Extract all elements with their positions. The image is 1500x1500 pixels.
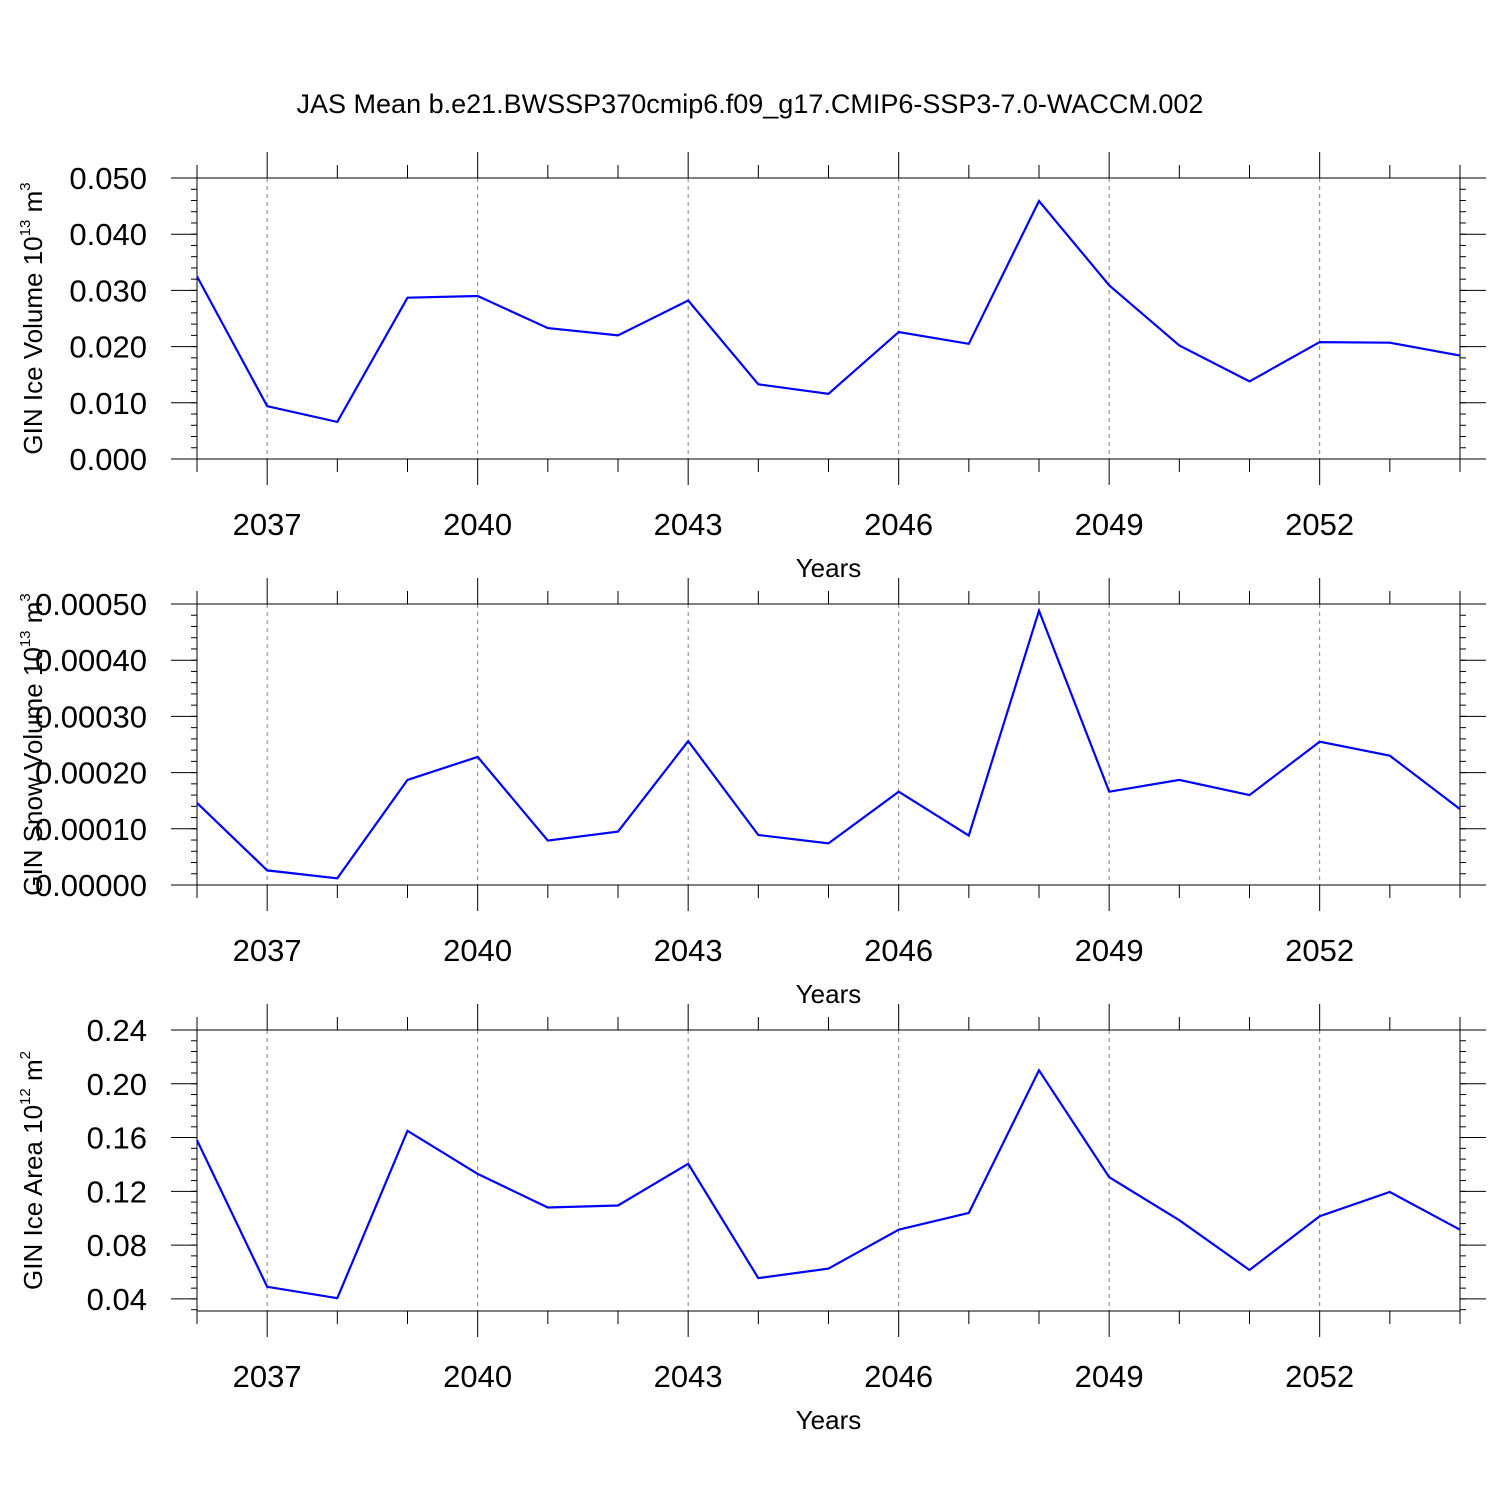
- panel-snow-volume: 0.00000 0.00010 0.00020 0.00030 0.00040 0.000…: [17, 578, 1486, 1009]
- y-tick-label: 0.020: [69, 330, 147, 365]
- y-tick-label: 0.040: [69, 217, 147, 252]
- y-axis-label-text: GIN Snow Volume 10: [18, 647, 48, 896]
- y-axis-label-exponent: 13: [17, 630, 34, 647]
- panel-ice-volume: 0.000 0.010 0.020 0.030 0.040 0.050 2037 2040 20…: [17, 152, 1486, 583]
- y-tick-label: 0.08: [87, 1228, 147, 1263]
- y-tick-label: 0.00050: [35, 587, 147, 622]
- series-line: [196, 607, 1461, 880]
- x-axis-label: Years: [796, 979, 862, 1009]
- x-tick-label: 2046: [864, 507, 933, 542]
- x-tick-label: 2043: [654, 1359, 723, 1394]
- x-axis-label: Years: [796, 1405, 862, 1435]
- x-tick-label: 2040: [443, 1359, 512, 1394]
- y-axis-label-text: GIN Ice Area 10: [18, 1105, 48, 1290]
- y-tick-label: 0.16: [87, 1121, 147, 1156]
- y-axis-label-exponent: 2: [17, 1051, 34, 1059]
- y-tick-label: 0.12: [87, 1174, 147, 1209]
- y-tick-label: 0.010: [69, 386, 147, 421]
- y-tick-label: 0.030: [69, 273, 147, 308]
- x-tick-label: 2043: [654, 507, 723, 542]
- y-axis-label: GIN Ice Area 1012 m2: [17, 1051, 48, 1290]
- y-axis-label-exponent: 13: [17, 220, 34, 237]
- y-axis-label-text: m: [18, 191, 48, 220]
- x-tick-label: 2037: [233, 507, 302, 542]
- x-tick-label: 2052: [1285, 1359, 1354, 1394]
- y-axis-label-text: m: [18, 1059, 48, 1088]
- y-tick-label: 0.00030: [35, 699, 147, 734]
- y-axis-label: GIN Snow Volume 1013 m3: [17, 593, 48, 896]
- x-tick-label: 2049: [1075, 507, 1144, 542]
- series-line: [196, 1068, 1461, 1300]
- x-axis-label: Years: [796, 553, 862, 583]
- panel-ice-area: 0.04 0.08 0.12 0.16 0.20 0.24 2037 2040 2043 2046…: [17, 1004, 1486, 1435]
- y-tick-label: 0.00020: [35, 756, 147, 791]
- y-tick-label: 0.000: [69, 442, 147, 477]
- x-tick-label: 2049: [1075, 933, 1144, 968]
- y-axis-label-exponent: 3: [17, 182, 34, 190]
- plot-frame: [196, 177, 1461, 460]
- y-tick-label: 0.20: [87, 1067, 147, 1102]
- y-axis-label-text: GIN Ice Volume 10: [18, 236, 48, 454]
- x-tick-label: 2043: [654, 933, 723, 968]
- y-tick-label: 0.24: [87, 1013, 147, 1048]
- y-axis-label-exponent: 12: [17, 1088, 34, 1105]
- y-tick-label: 0.00000: [35, 868, 147, 903]
- y-axis-label-text: m: [18, 602, 48, 631]
- series-line: [196, 198, 1461, 424]
- y-axis-label-exponent: 3: [17, 593, 34, 601]
- x-tick-label: 2052: [1285, 933, 1354, 968]
- x-tick-label: 2052: [1285, 507, 1354, 542]
- y-tick-label: 0.00010: [35, 812, 147, 847]
- y-tick-label: 0.04: [87, 1282, 147, 1317]
- x-tick-label: 2037: [233, 933, 302, 968]
- x-tick-label: 2046: [864, 1359, 933, 1394]
- y-tick-label: 0.050: [69, 161, 147, 196]
- y-axis-label: GIN Ice Volume 1013 m3: [17, 182, 48, 454]
- x-tick-label: 2040: [443, 933, 512, 968]
- x-tick-label: 2046: [864, 933, 933, 968]
- x-tick-label: 2049: [1075, 1359, 1144, 1394]
- chart-title: JAS Mean b.e21.BWSSP370cmip6.f09_g17.CMI…: [297, 89, 1204, 119]
- y-tick-label: 0.00040: [35, 643, 147, 678]
- x-tick-label: 2037: [233, 1359, 302, 1394]
- x-tick-label: 2040: [443, 507, 512, 542]
